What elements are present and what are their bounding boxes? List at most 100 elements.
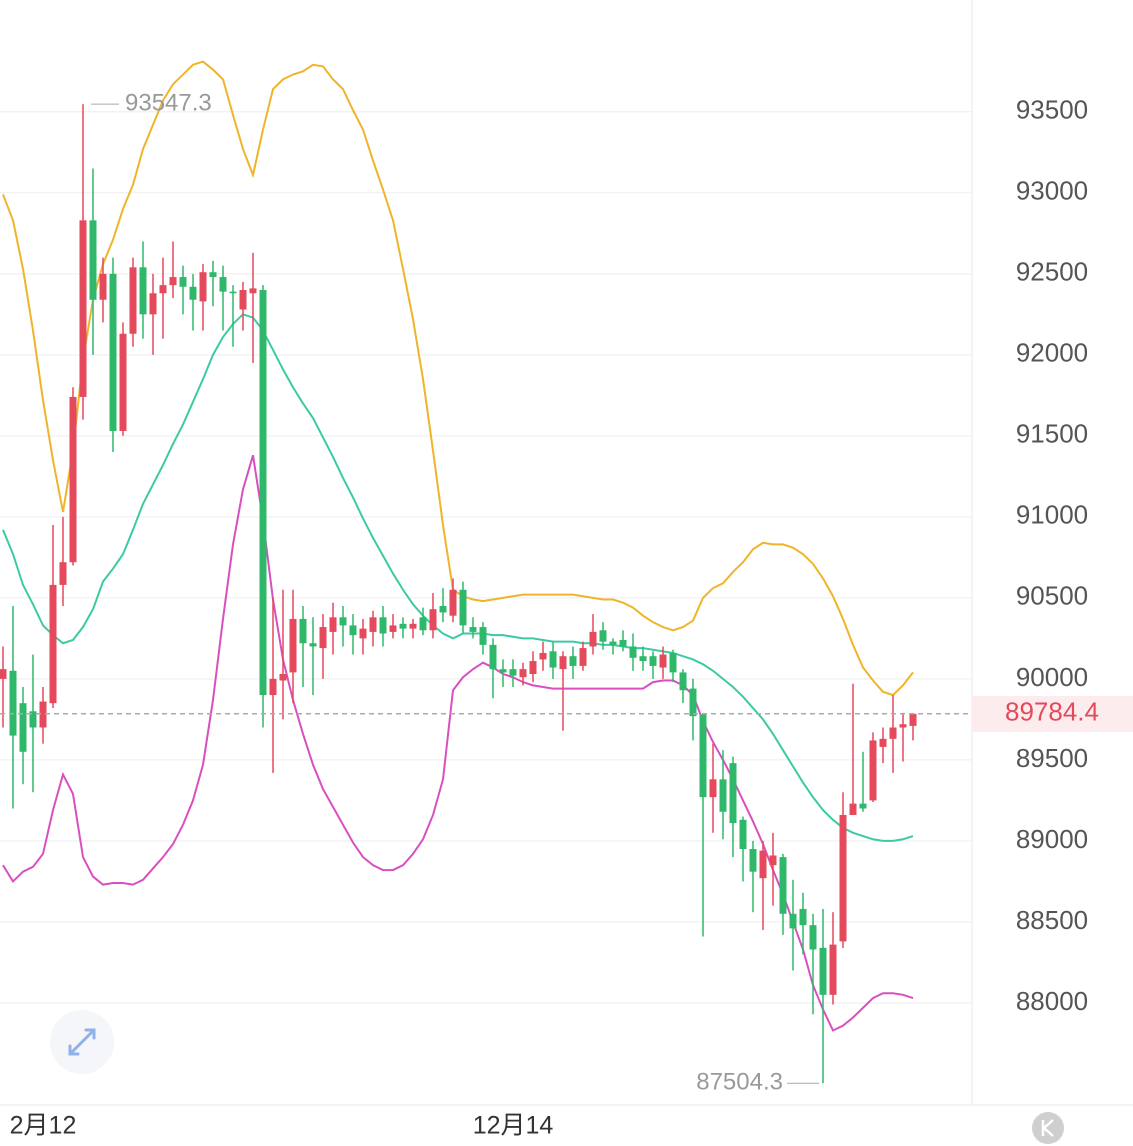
candle-body [669, 652, 677, 673]
candle-body [909, 713, 917, 726]
y-tick-label: 89000 [1016, 824, 1088, 854]
candle-body [589, 631, 597, 647]
y-tick-label: 91500 [1016, 419, 1088, 449]
candle-body [399, 623, 407, 629]
candle-body [379, 617, 387, 634]
candle-body [659, 654, 667, 668]
candle-body [699, 714, 707, 798]
candle-body [279, 674, 287, 681]
candle-body [129, 267, 137, 334]
indicator-line [2, 455, 914, 1032]
candle-body [629, 646, 637, 658]
candle-body [229, 291, 237, 294]
candle-body [899, 724, 907, 728]
candle-body [639, 656, 647, 662]
candle-body [349, 625, 357, 636]
indicator-lines [2, 60, 914, 1032]
candle-body [869, 740, 877, 801]
candle-body [809, 925, 817, 950]
candle-body [599, 630, 607, 642]
candle-body [689, 688, 697, 717]
candle-body [219, 277, 227, 292]
indicator-line [2, 60, 914, 697]
expand-icon [68, 1028, 96, 1056]
y-tick-label: 90000 [1016, 662, 1088, 692]
candle-body [429, 609, 437, 631]
candle-body [89, 220, 97, 300]
candle-body [489, 644, 497, 670]
k-logo-bg [1032, 1112, 1064, 1144]
candle-body [879, 738, 887, 747]
candle-body [109, 273, 117, 431]
candle-body [329, 617, 337, 632]
y-tick-label: 93500 [1016, 95, 1088, 125]
candle-body [519, 669, 527, 678]
y-tick-label: 91000 [1016, 500, 1088, 530]
candle-body [419, 617, 427, 631]
candle-body [829, 944, 837, 995]
last-price-box [972, 695, 1133, 732]
candle-body [799, 908, 807, 926]
candles [0, 104, 917, 1084]
candle-body [389, 625, 397, 632]
candle-body [299, 618, 307, 644]
y-tick-label: 90500 [1016, 581, 1088, 611]
candle-body [579, 648, 587, 666]
candle-body [609, 641, 617, 645]
candle-body [559, 656, 567, 670]
k-logo-icon [1041, 1119, 1054, 1137]
candle-body [259, 290, 267, 696]
y-tick-label: 88500 [1016, 905, 1088, 935]
candle-body [649, 656, 657, 666]
candle-body [239, 290, 247, 310]
candle-body [309, 643, 317, 647]
candle-body [9, 670, 17, 736]
candle-body [0, 669, 7, 679]
candle-body [679, 672, 687, 691]
candle-body [569, 656, 577, 666]
candle-body [99, 273, 107, 300]
candle-body [619, 639, 627, 647]
candle-body [759, 850, 767, 879]
candle-body [789, 913, 797, 929]
candle-body [319, 627, 327, 649]
candle-body [769, 855, 777, 866]
candle-body [849, 803, 857, 815]
grid [0, 111, 972, 1004]
last-price-label: 89784.4 [1005, 697, 1099, 727]
candle-body [119, 333, 127, 431]
candle-body [499, 669, 507, 673]
y-tick-label: 92500 [1016, 257, 1088, 287]
candle-body [739, 819, 747, 850]
candle-body [439, 605, 447, 613]
candle-body [169, 277, 177, 286]
candle-body [529, 661, 537, 675]
candle-body [859, 803, 867, 809]
candle-body [709, 779, 717, 798]
candle-body [159, 285, 167, 294]
candle-body [369, 617, 377, 632]
candle-body [539, 652, 547, 660]
candle-body [549, 651, 557, 668]
expand-button[interactable] [50, 1010, 114, 1074]
candle-body [209, 272, 217, 278]
max-annotation: 93547.3 [125, 89, 212, 116]
candle-body [889, 727, 897, 739]
candle-body [469, 627, 477, 632]
y-tick-label: 88000 [1016, 986, 1088, 1016]
candle-body [449, 589, 457, 616]
y-tick-label: 92000 [1016, 338, 1088, 368]
candle-body [289, 618, 297, 673]
candle-body [779, 857, 787, 914]
candle-body [269, 678, 277, 696]
x-tick-label: 12月14 [473, 1112, 554, 1140]
candle-body [409, 623, 417, 629]
k-logo [1032, 1112, 1064, 1144]
y-tick-label: 93000 [1016, 176, 1088, 206]
x-tick-label: 2月12 [10, 1112, 77, 1140]
candle-body [839, 814, 847, 942]
indicator-line [2, 313, 914, 842]
candle-body [339, 617, 347, 626]
candle-body [79, 220, 87, 397]
